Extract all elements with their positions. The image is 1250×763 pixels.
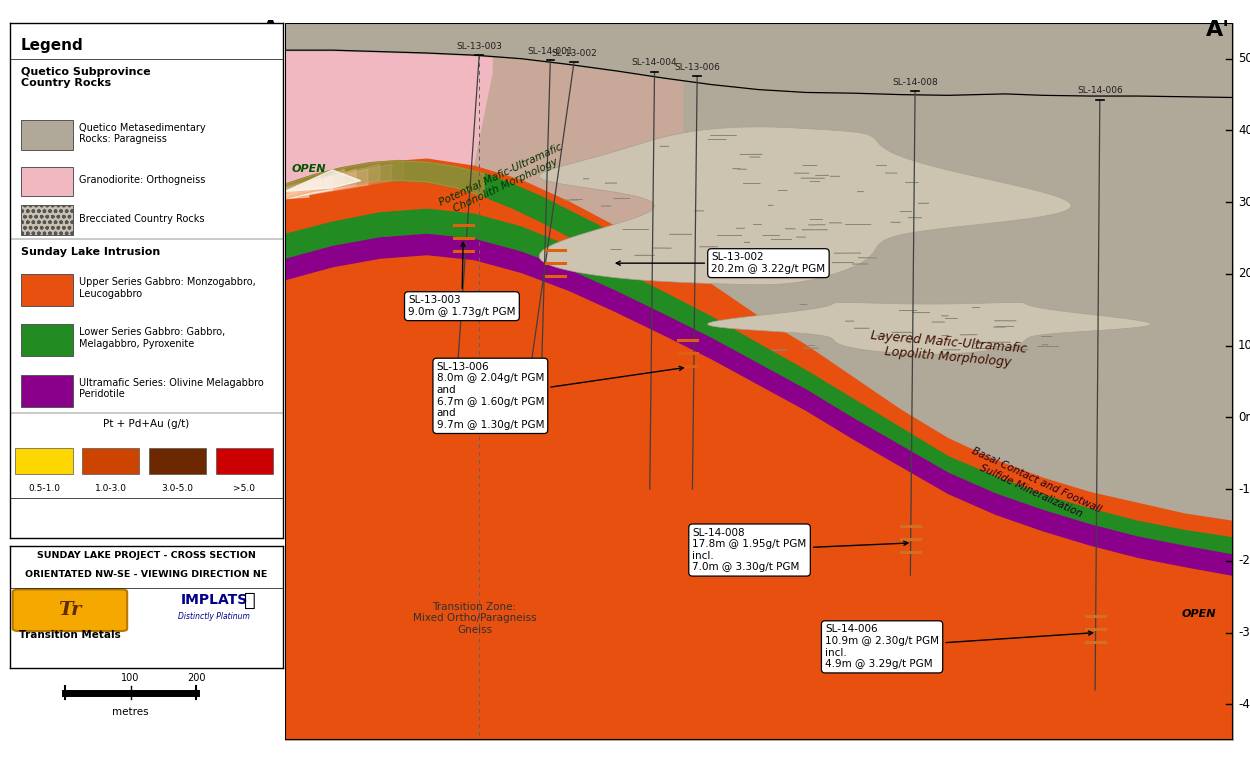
- Polygon shape: [285, 169, 356, 198]
- Polygon shape: [539, 127, 1071, 285]
- Text: Ultramafic Series: Olivine Melagabbro
Peridotile: Ultramafic Series: Olivine Melagabbro Pe…: [80, 378, 264, 399]
- Polygon shape: [285, 160, 692, 280]
- FancyBboxPatch shape: [149, 448, 206, 474]
- Polygon shape: [285, 23, 682, 740]
- Text: >5.0: >5.0: [234, 484, 255, 493]
- Polygon shape: [285, 176, 320, 198]
- Text: SL-13-003
9.0m @ 1.73g/t PGM: SL-13-003 9.0m @ 1.73g/t PGM: [409, 243, 516, 317]
- Text: 200: 200: [188, 673, 205, 683]
- Polygon shape: [285, 164, 391, 198]
- Text: IMPLATS: IMPLATS: [181, 593, 248, 607]
- FancyBboxPatch shape: [21, 375, 72, 407]
- Text: Basal Contact and Footwall
Sulfide Mineralization: Basal Contact and Footwall Sulfide Miner…: [965, 446, 1102, 526]
- FancyBboxPatch shape: [12, 590, 128, 631]
- Text: ORIENTATED NW-SE - VIEWING DIRECTION NE: ORIENTATED NW-SE - VIEWING DIRECTION NE: [25, 571, 268, 579]
- Polygon shape: [285, 209, 1232, 555]
- Text: 500m: 500m: [1238, 52, 1250, 66]
- Text: -200m: -200m: [1238, 554, 1250, 568]
- Polygon shape: [285, 185, 296, 198]
- Text: Layered Mafic-Ultramafic
Lopolith Morphology: Layered Mafic-Ultramafic Lopolith Morpho…: [869, 329, 1028, 370]
- FancyBboxPatch shape: [216, 448, 272, 474]
- Text: Transition Zone:
Mixed Ortho/Paragneiss
Gneiss: Transition Zone: Mixed Ortho/Paragneiss …: [412, 601, 536, 635]
- Polygon shape: [285, 170, 361, 192]
- Text: SL-14-004: SL-14-004: [631, 58, 678, 67]
- Text: SL-13-006
8.0m @ 2.04g/t PGM
and
6.7m @ 1.60g/t PGM
and
9.7m @ 1.30g/t PGM: SL-13-006 8.0m @ 2.04g/t PGM and 6.7m @ …: [436, 362, 684, 430]
- Polygon shape: [285, 160, 484, 198]
- Text: SL-13-002
20.2m @ 3.22g/t PGM: SL-13-002 20.2m @ 3.22g/t PGM: [616, 253, 825, 274]
- Text: -100m: -100m: [1238, 482, 1250, 496]
- Text: SL-14-008
17.8m @ 1.95g/t PGM
incl.
7.0m @ 3.30g/t PGM: SL-14-008 17.8m @ 1.95g/t PGM incl. 7.0m…: [693, 528, 908, 572]
- Text: Upper Series Gabbro: Monzogabbro,
Leucogabbro: Upper Series Gabbro: Monzogabbro, Leucog…: [80, 277, 256, 299]
- Text: Tr: Tr: [59, 600, 81, 619]
- Polygon shape: [285, 169, 344, 198]
- FancyBboxPatch shape: [21, 166, 72, 196]
- Text: Sunday Lake Intrusion: Sunday Lake Intrusion: [21, 247, 160, 257]
- Text: 0.5-1.0: 0.5-1.0: [28, 484, 60, 493]
- Polygon shape: [285, 234, 1232, 575]
- Text: Transition Metals: Transition Metals: [19, 630, 121, 640]
- Text: SL-14-006
10.9m @ 2.30g/t PGM
incl.
4.9m @ 3.29g/t PGM: SL-14-006 10.9m @ 2.30g/t PGM incl. 4.9m…: [825, 624, 1092, 669]
- Text: 100: 100: [121, 673, 140, 683]
- Polygon shape: [707, 302, 1151, 354]
- Text: 3.0-5.0: 3.0-5.0: [161, 484, 194, 493]
- Text: SL-13-002: SL-13-002: [551, 49, 596, 58]
- Text: 0m: 0m: [1238, 410, 1250, 424]
- Polygon shape: [285, 176, 332, 198]
- Text: Potential Mafic-Ultramafic
Chonolith Morphology: Potential Mafic-Ultramafic Chonolith Mor…: [438, 142, 569, 218]
- Text: Quetico Metasedimentary
Rocks: Paragneiss: Quetico Metasedimentary Rocks: Paragneis…: [80, 123, 206, 144]
- Text: OPEN: OPEN: [291, 164, 326, 174]
- Text: 🦌: 🦌: [244, 591, 256, 610]
- Text: SL-14-006: SL-14-006: [1078, 86, 1122, 95]
- Text: metres: metres: [112, 707, 149, 717]
- Text: OPEN: OPEN: [1182, 609, 1216, 619]
- Text: 1.0-3.0: 1.0-3.0: [95, 484, 126, 493]
- Text: 300m: 300m: [1238, 195, 1250, 209]
- Text: SUNDAY LAKE PROJECT - CROSS SECTION: SUNDAY LAKE PROJECT - CROSS SECTION: [36, 551, 256, 560]
- Text: 400m: 400m: [1238, 124, 1250, 137]
- FancyBboxPatch shape: [21, 274, 72, 306]
- FancyBboxPatch shape: [15, 448, 72, 474]
- Text: 100m: 100m: [1238, 339, 1250, 353]
- Text: SL-13-006: SL-13-006: [674, 63, 720, 72]
- FancyBboxPatch shape: [21, 121, 72, 150]
- Text: Quetico Subprovince
Country Rocks: Quetico Subprovince Country Rocks: [21, 66, 150, 89]
- Polygon shape: [285, 185, 309, 198]
- Text: A: A: [262, 20, 280, 40]
- Text: SL-14-008: SL-14-008: [892, 78, 938, 87]
- Polygon shape: [285, 23, 494, 740]
- Text: Brecciated Country Rocks: Brecciated Country Rocks: [80, 214, 205, 224]
- Polygon shape: [285, 164, 380, 198]
- Polygon shape: [285, 169, 368, 198]
- FancyBboxPatch shape: [21, 324, 72, 356]
- Text: Lower Series Gabbro: Gabbro,
Melagabbro, Pyroxenite: Lower Series Gabbro: Gabbro, Melagabbro,…: [80, 327, 226, 349]
- Text: SL-14-001: SL-14-001: [528, 47, 574, 56]
- FancyBboxPatch shape: [82, 448, 140, 474]
- Text: 200m: 200m: [1238, 267, 1250, 281]
- Text: Legend: Legend: [21, 38, 84, 53]
- Text: -400m: -400m: [1238, 697, 1250, 711]
- Polygon shape: [285, 159, 1232, 740]
- Text: Granodiorite: Orthogneiss: Granodiorite: Orthogneiss: [80, 175, 206, 185]
- Text: -300m: -300m: [1238, 626, 1250, 639]
- FancyBboxPatch shape: [21, 205, 72, 235]
- Text: A': A': [1206, 20, 1230, 40]
- Text: SL-13-003: SL-13-003: [456, 42, 503, 51]
- Text: Distinctly Platinum: Distinctly Platinum: [179, 612, 250, 621]
- Text: Pt + Pd+Au (g/t): Pt + Pd+Au (g/t): [102, 420, 190, 430]
